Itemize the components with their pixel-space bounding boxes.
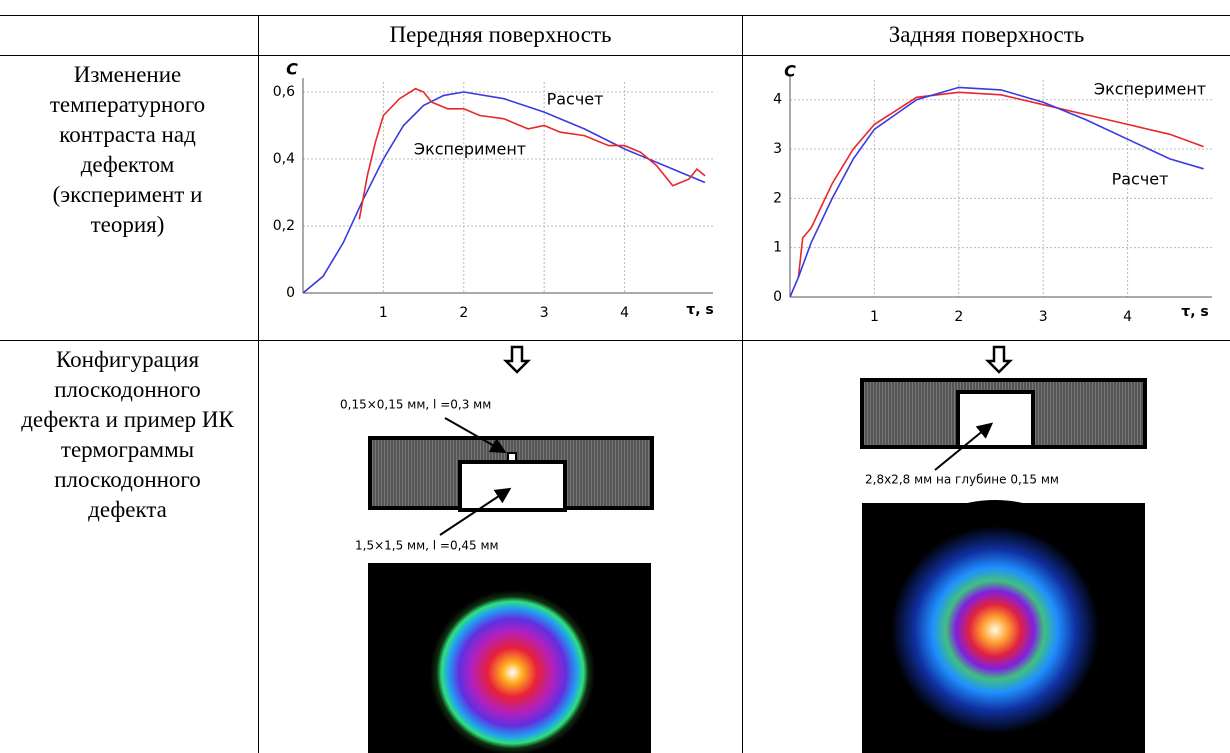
defect	[508, 453, 516, 461]
y-axis-label: C	[784, 62, 796, 81]
data-line	[303, 92, 705, 293]
annotation: 1,5×1,5 мм, l =0,45 мм	[355, 539, 499, 553]
series-label: Эксперимент	[414, 140, 526, 159]
y-tick-label: 0,6	[273, 84, 295, 100]
y-tick-label: 0	[286, 285, 295, 301]
y-tick-label: 0	[773, 289, 782, 305]
defect	[460, 462, 565, 510]
series-label: Расчет	[547, 90, 604, 109]
y-tick-label: 1	[773, 240, 782, 256]
data-line	[790, 87, 1204, 297]
y-tick-label: 0,4	[273, 151, 295, 167]
x-tick-label: 4	[620, 305, 629, 321]
page: Передняя поверхность Задняя поверхность …	[0, 0, 1230, 753]
series-label: Эксперимент	[1094, 80, 1206, 99]
x-axis-label: τ, s	[1181, 304, 1208, 320]
x-tick-label: 1	[379, 305, 388, 321]
x-tick-label: 1	[870, 309, 879, 325]
y-tick-label: 0,2	[273, 218, 295, 234]
x-tick-label: 2	[954, 309, 963, 325]
x-tick-label: 3	[540, 305, 549, 321]
y-tick-label: 3	[773, 141, 782, 157]
x-tick-label: 2	[459, 305, 468, 321]
x-tick-label: 3	[1039, 309, 1048, 325]
defect	[958, 392, 1033, 447]
x-tick-label: 4	[1123, 309, 1132, 325]
series-label: Расчет	[1112, 170, 1169, 189]
figures: 0,15×0,15 мм, l =0,3 мм 1,5×1,5 мм, l =0…	[0, 0, 1230, 753]
annotation: 0,15×0,15 мм, l =0,3 мм	[340, 398, 491, 412]
down-arrow	[988, 347, 1010, 372]
y-axis-label: C	[286, 60, 298, 79]
down-arrow	[506, 347, 528, 372]
y-tick-label: 4	[773, 92, 782, 108]
thermogram-spot	[865, 500, 1125, 753]
x-axis-label: τ, s	[686, 302, 713, 318]
y-tick-label: 2	[773, 190, 782, 206]
annotation: 2,8x2,8 мм на глубине 0,15 мм	[865, 473, 1059, 487]
thermogram-spot	[430, 590, 595, 753]
